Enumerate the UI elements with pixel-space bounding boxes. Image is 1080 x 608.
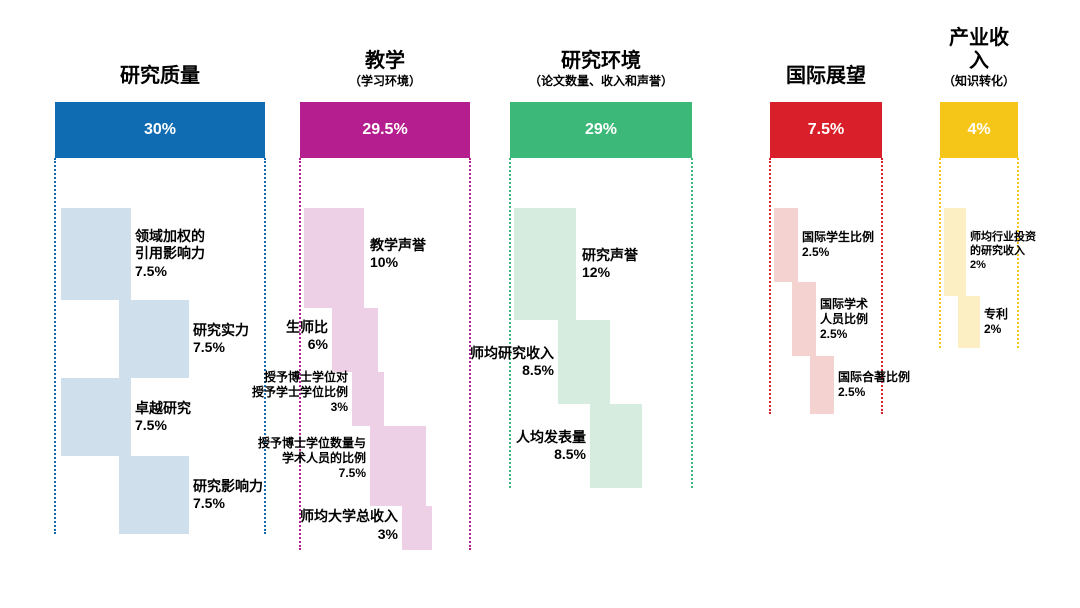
sub-box (119, 456, 189, 534)
sub-label: 研究影响力 7.5% (193, 478, 263, 513)
sub-box (558, 320, 610, 404)
sub-label: 授予博士学位数量与 学术人员的比例 7.5% (258, 436, 366, 481)
sub-box (402, 506, 432, 550)
category-head-label: 4% (967, 121, 990, 139)
sub-label: 师均研究收入 8.5% (470, 345, 554, 380)
sub-box (352, 372, 384, 426)
sub-label: 国际合著比例 2.5% (838, 370, 910, 400)
column-environment: 研究环境（论文数量、收入和声誉）29%研究声誉 12%师均研究收入 8.5%人均… (510, 0, 692, 608)
sub-box (332, 308, 378, 372)
guide-left (509, 158, 511, 488)
column-quality: 研究质量 30% 领域加权的 引用影响力 7.5% 研究实力 7.5% 卓越研究 7.5… (55, 0, 265, 608)
sub-box (514, 208, 576, 320)
sub-box (119, 300, 189, 378)
sub-box (792, 282, 816, 356)
category-title: 产业收入 (940, 27, 1018, 73)
category-head: 29.5% (300, 102, 470, 158)
sub-label: 卓越研究 7.5% (135, 400, 191, 435)
column-teaching: 教学（学习环境）29.5%教学声誉 10%生师比 6%授予博士学位对 授予学士学… (300, 0, 470, 608)
category-subtitle: （学习环境） (300, 75, 470, 88)
sub-label: 生师比 6% (286, 319, 328, 354)
title-block: 研究环境 （论文数量、收入和声誉） (510, 50, 692, 88)
sub-label: 领域加权的 引用影响力 7.5% (135, 228, 205, 281)
category-title: 研究环境 (510, 50, 692, 73)
guide-left (939, 158, 941, 348)
sub-box (61, 378, 131, 456)
sub-label: 国际学术 人员比例 2.5% (820, 297, 868, 342)
sub-box (61, 208, 131, 300)
sub-box (590, 404, 642, 488)
sub-label: 研究实力 7.5% (193, 322, 249, 357)
category-head: 30% (55, 102, 265, 158)
title-block: 产业收入 （知识转化） (940, 27, 1018, 88)
column-intl: 国际展望7.5%国际学生比例 2.5%国际学术 人员比例 2.5%国际合著比例 … (770, 0, 882, 608)
sub-label: 国际学生比例 2.5% (802, 230, 874, 260)
guide-left (769, 158, 771, 414)
category-head: 7.5% (770, 102, 882, 158)
category-head-label: 7.5% (808, 121, 844, 139)
category-head: 29% (510, 102, 692, 158)
sub-label: 授予博士学位对 授予学士学位比例 3% (252, 370, 348, 415)
sub-label: 专利 2% (984, 307, 1008, 337)
category-head: 4% (940, 102, 1018, 158)
sub-box (810, 356, 834, 414)
title-block: 国际展望 (770, 65, 882, 88)
category-head-label: 29.5% (362, 121, 407, 139)
title-block: 研究质量 (55, 65, 265, 88)
title-block: 教学 （学习环境） (300, 50, 470, 88)
guide-left (299, 158, 301, 550)
category-title: 研究质量 (55, 65, 265, 88)
category-title: 国际展望 (770, 65, 882, 88)
sub-label: 教学声誉 10% (370, 237, 426, 272)
sub-box (304, 208, 364, 308)
guide-right (691, 158, 693, 488)
category-head-label: 29% (585, 121, 617, 139)
guide-left (54, 158, 56, 534)
sub-box (958, 296, 980, 348)
category-subtitle: （论文数量、收入和声誉） (510, 75, 692, 88)
category-subtitle: （知识转化） (940, 75, 1018, 88)
category-title: 教学 (300, 50, 470, 73)
sub-box (370, 426, 426, 506)
sub-label: 师均行业投资 的研究收入 2% (970, 231, 1036, 272)
sub-box (944, 208, 966, 296)
sub-label: 人均发表量 8.5% (516, 429, 586, 464)
sub-box (774, 208, 798, 282)
sub-label: 研究声誉 12% (582, 247, 638, 282)
category-head-label: 30% (144, 121, 176, 139)
sub-label: 师均大学总收入 3% (300, 508, 398, 543)
column-industry: 产业收入（知识转化）4%师均行业投资 的研究收入 2%专利 2% (940, 0, 1018, 608)
